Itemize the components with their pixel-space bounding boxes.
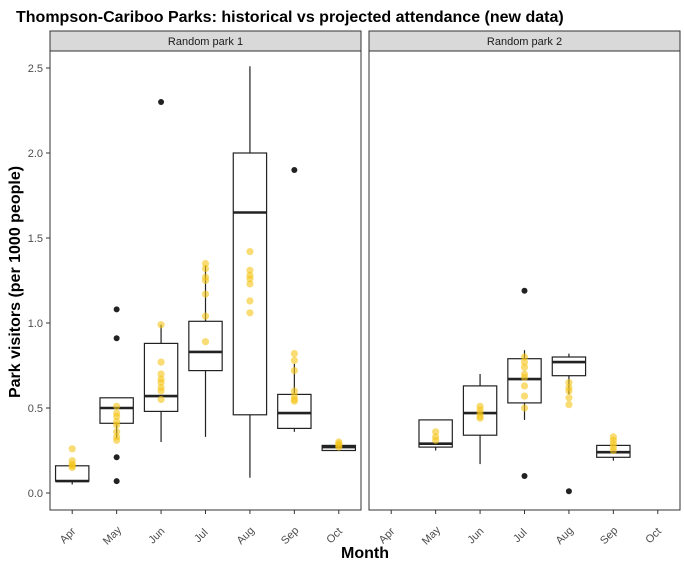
projected-point (565, 401, 573, 409)
y-tick-label: 1.0 (28, 318, 43, 330)
x-tick-label: Aug (554, 525, 576, 547)
projected-point (157, 370, 165, 378)
projected-point (201, 290, 210, 298)
x-tick-label: Oct (643, 526, 664, 547)
x-tick-label: Oct (324, 526, 345, 547)
projected-point (113, 402, 121, 410)
projected-point (157, 358, 165, 366)
projected-point (246, 248, 254, 256)
projected-point (68, 445, 76, 453)
x-tick-label: May (420, 524, 444, 548)
y-tick-label: 0.0 (28, 488, 43, 500)
projected-point (157, 395, 165, 404)
outlier-point (113, 454, 120, 461)
y-tick-label: 2.5 (28, 63, 43, 75)
y-tick-label: 0.5 (28, 403, 43, 415)
projected-point (609, 446, 617, 455)
projected-point (335, 443, 343, 451)
projected-point (201, 265, 210, 273)
x-tick-label: Sep (279, 525, 301, 547)
box (143, 342, 179, 412)
projected-point (520, 392, 529, 400)
projected-point (113, 436, 121, 444)
projected-point (290, 387, 298, 395)
x-tick-label: Jun (146, 525, 167, 546)
projected-point (113, 412, 121, 421)
projected-point (290, 356, 298, 364)
projected-point (157, 321, 165, 329)
outlier-point (113, 335, 120, 342)
projected-point (565, 378, 573, 387)
panel-strip-label: Random park 2 (487, 36, 562, 48)
projected-point (432, 428, 440, 436)
projected-point (157, 378, 165, 387)
outlier-point (291, 167, 298, 173)
projected-point (201, 338, 210, 346)
projected-point (201, 276, 210, 285)
projected-point (157, 387, 165, 395)
projected-point (565, 394, 573, 402)
projected-point (68, 463, 76, 472)
projected-point (565, 387, 573, 395)
box (188, 320, 223, 372)
projected-point (246, 275, 254, 283)
x-tick-label: May (101, 524, 125, 548)
outlier-point (565, 488, 572, 495)
projected-point (476, 414, 484, 422)
x-tick-label: Apr (377, 525, 398, 546)
x-axis-title: Month (341, 545, 389, 562)
projected-point (520, 363, 529, 371)
box (462, 385, 498, 436)
projected-point (432, 436, 440, 444)
x-tick-label: Jun (465, 525, 486, 546)
projected-point (246, 309, 254, 317)
outlier-point (113, 306, 120, 313)
projected-point (520, 358, 529, 366)
y-tick-label: 2.0 (28, 148, 43, 160)
box (551, 356, 587, 377)
projected-point (290, 397, 298, 405)
projected-point (520, 404, 529, 412)
outlier-point (113, 478, 120, 485)
box (232, 152, 268, 416)
x-tick-label: Aug (235, 525, 257, 547)
y-axis-title: Park visitors (per 1000 people) (7, 166, 24, 398)
outlier-point (521, 287, 528, 294)
chart-title: Thompson-Cariboo Parks: historical vs pr… (16, 9, 564, 26)
box (418, 419, 453, 448)
projected-point (201, 259, 210, 268)
projected-point (290, 350, 298, 358)
projected-point (290, 367, 298, 375)
projected-point (246, 280, 254, 288)
projected-point (520, 353, 529, 361)
projected-point (201, 312, 210, 320)
x-tick-label: Apr (58, 525, 79, 546)
panel-frame (368, 50, 681, 511)
x-tick-label: Jul (192, 527, 210, 545)
projected-point (520, 373, 529, 381)
panel-strip-label: Random park 1 (168, 36, 243, 48)
x-tick-label: Jul (511, 527, 529, 545)
plot-layer: 0.0 0.5 1.0 1.5 2.0 2.5 Random park 1 Apr May Jun… (28, 30, 681, 548)
projected-point (246, 297, 254, 305)
projected-point (246, 266, 254, 274)
x-tick-label: Sep (598, 525, 620, 547)
y-tick-label: 1.5 (28, 233, 43, 245)
outlier-point (521, 473, 528, 479)
outlier-point (158, 99, 165, 105)
projected-point (113, 428, 121, 436)
projected-point (520, 382, 529, 390)
projected-point (113, 421, 121, 429)
